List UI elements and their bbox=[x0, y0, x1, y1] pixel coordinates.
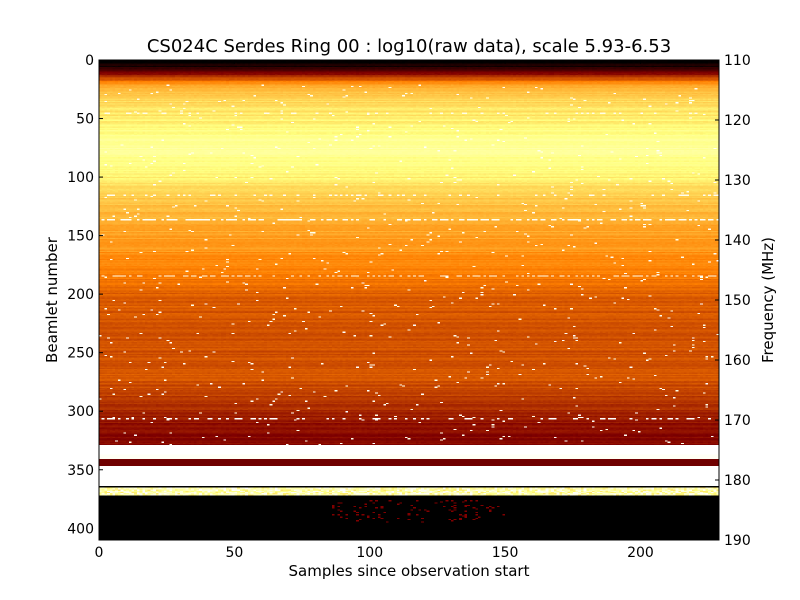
y-tick-label: 200 bbox=[67, 287, 94, 303]
y-right-tick-label: 130 bbox=[724, 173, 751, 189]
x-tick-label: 0 bbox=[95, 545, 104, 561]
x-axis: 0 50 100 150 200 bbox=[95, 60, 654, 561]
x-tick-label: 200 bbox=[627, 545, 654, 561]
y-right-tick-label: 140 bbox=[724, 233, 751, 249]
y-tick-label: 300 bbox=[67, 404, 94, 420]
y-right-tick-label: 120 bbox=[724, 113, 751, 129]
y-axis-right: 110 120 130 140 150 160 170 180 190 bbox=[715, 53, 751, 549]
plot-area bbox=[98, 59, 720, 541]
y-axis-left: 0 50 100 150 200 250 300 350 400 bbox=[67, 53, 103, 537]
y-tick-label: 0 bbox=[85, 53, 94, 69]
x-axis-label: Samples since observation start bbox=[289, 562, 530, 580]
y-axis-right-label: Frequency (MHz) bbox=[759, 237, 777, 363]
y-right-tick-label: 160 bbox=[724, 353, 751, 369]
y-right-tick-label: 170 bbox=[724, 413, 751, 429]
y-tick-label: 150 bbox=[67, 229, 94, 245]
y-tick-label: 100 bbox=[67, 170, 94, 186]
y-tick-label: 250 bbox=[67, 346, 94, 362]
x-tick-label: 100 bbox=[356, 545, 383, 561]
y-tick-label: 350 bbox=[67, 463, 94, 479]
y-right-tick-label: 150 bbox=[724, 293, 751, 309]
y-right-tick-label: 110 bbox=[724, 53, 751, 69]
y-tick-label: 400 bbox=[67, 521, 94, 537]
heatmap-image bbox=[99, 60, 719, 540]
y-right-tick-label: 180 bbox=[724, 473, 751, 489]
y-right-tick-label: 190 bbox=[724, 533, 751, 549]
y-axis-label: Beamlet number bbox=[43, 236, 61, 363]
x-tick-label: 50 bbox=[225, 545, 243, 561]
y-tick-label: 50 bbox=[76, 112, 94, 128]
x-tick-label: 150 bbox=[492, 545, 519, 561]
chart-title: CS024C Serdes Ring 00 : log10(raw data),… bbox=[147, 36, 671, 57]
